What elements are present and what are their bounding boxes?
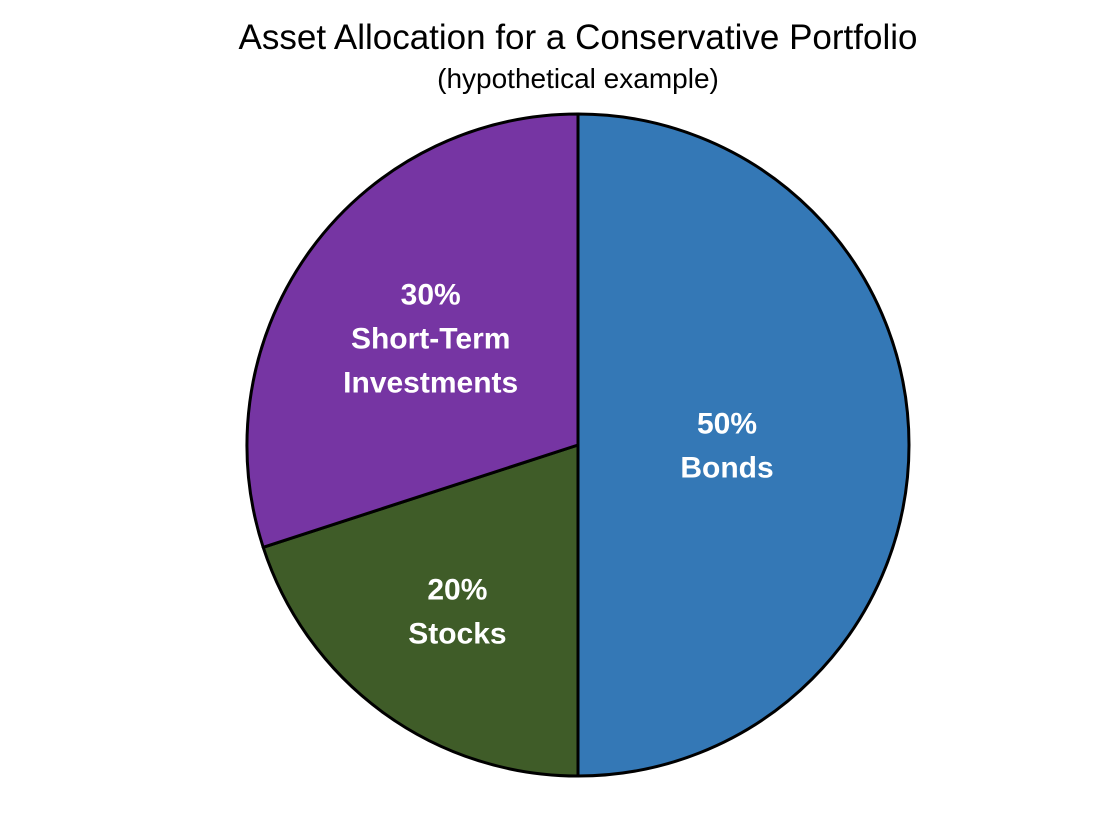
pie-slice-short-term-investments [245, 112, 580, 549]
chart-header: Asset Allocation for a Conservative Port… [42, 16, 1114, 98]
pie-slice-label-bonds: 50% Bonds [680, 408, 773, 485]
pie-slice-label-short-term-investments: 30% Short-Term Investments [343, 279, 518, 400]
chart-title: Asset Allocation for a Conservative Port… [238, 18, 918, 57]
chart-subtitle: (hypothetical example) [437, 63, 719, 94]
pie-slice-stocks [261, 443, 580, 778]
pie-slice-bonds [576, 112, 911, 778]
pie-slice-label-stocks: 20% Stocks [408, 574, 506, 651]
